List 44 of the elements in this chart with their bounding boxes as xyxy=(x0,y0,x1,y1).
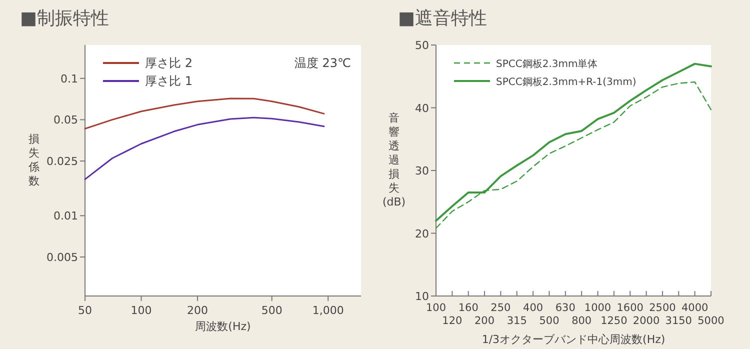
y-axis-title: 音響透過損失(dB) xyxy=(382,112,406,208)
chart-title: ■制振特性 xyxy=(20,8,110,29)
x-tick-label: 4000 xyxy=(681,302,708,314)
x-tick-label: 5000 xyxy=(698,315,724,327)
x-tick-label: 500 xyxy=(261,304,282,317)
x-axis-title: 1/3オクターブバンド中心周波数(Hz) xyxy=(482,333,666,346)
y-tick-label: 20 xyxy=(415,227,429,240)
annotation: 温度 23℃ xyxy=(294,56,351,70)
y-tick-label: 0.05 xyxy=(54,114,78,127)
legend-label: SPCC鋼板2.3mm単体 xyxy=(496,58,598,70)
x-tick-label: 315 xyxy=(506,315,527,327)
x-tick-label: 2000 xyxy=(632,315,660,327)
x-tick-label: 100 xyxy=(426,302,446,314)
y-tick-label: 0.1 xyxy=(60,72,78,86)
x-tick-label: 1,000 xyxy=(312,304,344,317)
x-tick-label: 500 xyxy=(539,315,560,327)
y-tick-label: 10 xyxy=(415,290,429,303)
x-tick-label: 3150 xyxy=(665,315,692,327)
legend-label: 厚さ比 1 xyxy=(145,74,192,88)
x-tick-label: 800 xyxy=(572,315,592,327)
legend-label: 厚さ比 2 xyxy=(145,56,192,70)
x-tick-label: 200 xyxy=(474,315,495,327)
x-tick-label: 200 xyxy=(186,304,208,317)
chart-title: ■遮音特性 xyxy=(398,8,488,29)
y-axis-title: 損失係数 xyxy=(28,132,40,188)
y-tick-label: 40 xyxy=(415,102,429,115)
x-tick-label: 400 xyxy=(523,302,544,314)
y-tick-label: 0.025 xyxy=(46,155,78,168)
y-tick-label: 30 xyxy=(415,164,429,178)
x-tick-label: 50 xyxy=(78,304,92,317)
y-tick-label: 0.005 xyxy=(46,251,78,264)
x-tick-label: 250 xyxy=(490,302,511,314)
y-tick-label: 50 xyxy=(415,39,429,52)
x-tick-label: 160 xyxy=(458,302,478,314)
x-tick-label: 1000 xyxy=(584,302,612,314)
y-tick-label: 0.01 xyxy=(54,210,78,223)
x-tick-label: 100 xyxy=(130,304,152,317)
x-tick-label: 2500 xyxy=(649,302,676,314)
x-tick-label: 1600 xyxy=(616,302,644,314)
x-axis-title: 周波数(Hz) xyxy=(195,320,251,333)
legend-label: SPCC鋼板2.3mm+R-1(3mm) xyxy=(496,76,636,88)
x-tick-label: 630 xyxy=(555,302,576,314)
x-tick-label: 1250 xyxy=(600,315,628,327)
x-tick-label: 120 xyxy=(442,315,462,327)
